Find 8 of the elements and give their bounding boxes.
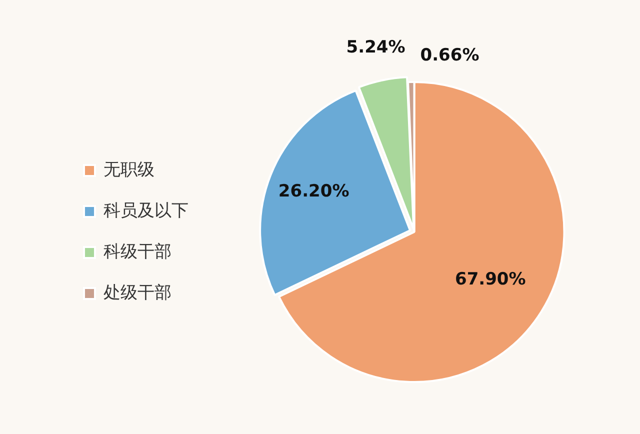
data-label: 5.24% <box>346 37 406 58</box>
data-label: 0.66% <box>420 45 480 66</box>
legend-label: 无职级 <box>104 160 154 180</box>
legend-label: 科级干部 <box>104 242 172 262</box>
legend-label: 处级干部 <box>104 282 172 303</box>
data-label: 26.20% <box>278 182 350 202</box>
legend-label: 科员及以下 <box>104 200 188 221</box>
data-label: 67.90% <box>454 269 526 290</box>
